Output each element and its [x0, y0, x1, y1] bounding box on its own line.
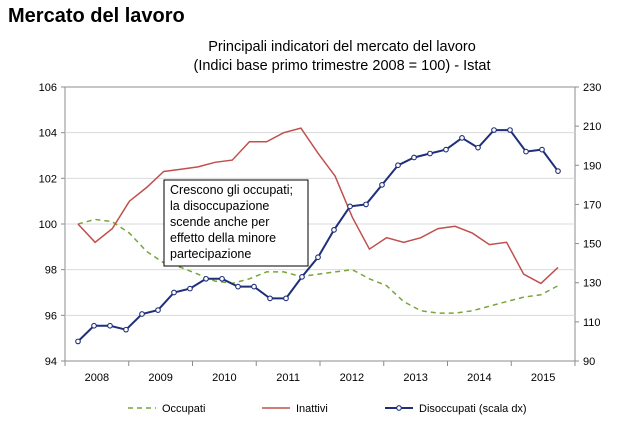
y-left-tick-label: 106: [39, 82, 57, 94]
data-point: [123, 326, 129, 333]
y-right-tick-label: 130: [583, 278, 601, 290]
series-line-3: [77, 129, 559, 343]
legend-label: Occupati: [162, 403, 205, 415]
data-point: [283, 295, 289, 302]
data-point: [523, 148, 529, 155]
data-point: [363, 201, 369, 208]
data-point: [411, 154, 417, 161]
data-point: [203, 275, 209, 282]
y-left-tick-label: 96: [45, 310, 57, 322]
legend-label: Inattivi: [296, 403, 328, 415]
annotation-line: la disoccupazione: [170, 199, 269, 213]
x-tick-label: 2015: [531, 372, 555, 384]
page-heading: Mercato del lavoro: [8, 5, 185, 27]
data-point: [507, 127, 513, 133]
data-point: [171, 289, 177, 296]
data-point: [427, 150, 433, 157]
annotation-line: effetto della minore: [170, 231, 276, 245]
y-right-tick-label: 90: [583, 356, 595, 368]
annotation-box: Crescono gli occupati; la disoccupazione s…: [163, 179, 309, 267]
x-tick-label: 2011: [276, 372, 300, 384]
data-point: [139, 311, 145, 317]
data-point: [155, 307, 161, 313]
data-point: [75, 338, 81, 345]
annotation-line: scende anche per: [170, 215, 269, 229]
data-point: [315, 254, 321, 261]
chart-title: Principali indicatori del mercato del la…: [208, 39, 476, 55]
y-right-tick-label: 170: [583, 199, 601, 211]
annotation-line: partecipazione: [170, 247, 251, 261]
series-line-1: [77, 218, 559, 314]
data-point: [187, 285, 193, 292]
data-point: [91, 322, 97, 329]
y-right-tick-label: 210: [583, 121, 601, 133]
data-point: [299, 273, 305, 280]
data-point: [107, 322, 113, 329]
data-point: [251, 283, 257, 290]
y-left-tick-label: 94: [45, 356, 57, 368]
x-tick-label: 2012: [340, 372, 364, 384]
y-left-tick-label: 102: [39, 173, 57, 185]
annotation-frame: [163, 179, 309, 267]
y-right-tick-label: 110: [583, 317, 601, 329]
data-point: [475, 144, 481, 151]
y-left-tick-label: 104: [39, 128, 57, 140]
y-right-tick-label: 190: [583, 160, 601, 172]
x-tick-label: 2013: [403, 372, 427, 384]
series: [75, 127, 561, 345]
data-point: [379, 182, 385, 188]
y-right-tick-label: 150: [583, 239, 601, 251]
data-point: [235, 283, 241, 290]
x-tick-label: 2014: [467, 372, 491, 384]
data-point: [459, 135, 465, 141]
data-point: [555, 168, 561, 175]
data-point: [395, 162, 401, 169]
y-right-tick-label: 230: [583, 82, 601, 94]
data-point: [443, 146, 449, 153]
annotation-line: Crescono gli occupati;: [170, 183, 293, 197]
x-tick-label: 2010: [212, 372, 236, 384]
y-left-tick-label: 98: [45, 265, 57, 277]
y-left-tick-label: 100: [39, 219, 57, 231]
gridlines: [65, 132, 575, 316]
legend: Occupati Inattivi Disoccupati (scala dx): [128, 403, 527, 415]
data-point: [491, 127, 497, 133]
data-point: [347, 203, 353, 210]
data-point: [331, 227, 337, 233]
legend-label: Disoccupati (scala dx): [419, 403, 527, 415]
data-point: [539, 146, 545, 153]
x-tick-label: 2009: [148, 372, 172, 384]
data-point: [219, 275, 225, 282]
x-tick-label: 2008: [85, 372, 109, 384]
annotation-text: Crescono gli occupati; la disoccupazione s…: [170, 183, 293, 261]
data-point: [267, 295, 273, 302]
series-line-2: [77, 127, 559, 285]
legend-marker: [396, 405, 402, 411]
chart-subtitle: (Indici base primo trimestre 2008 = 100)…: [194, 58, 491, 74]
axes: 94 96 98 100 102 104 106 90 110 130 150 170 190 210 23…: [39, 82, 602, 384]
